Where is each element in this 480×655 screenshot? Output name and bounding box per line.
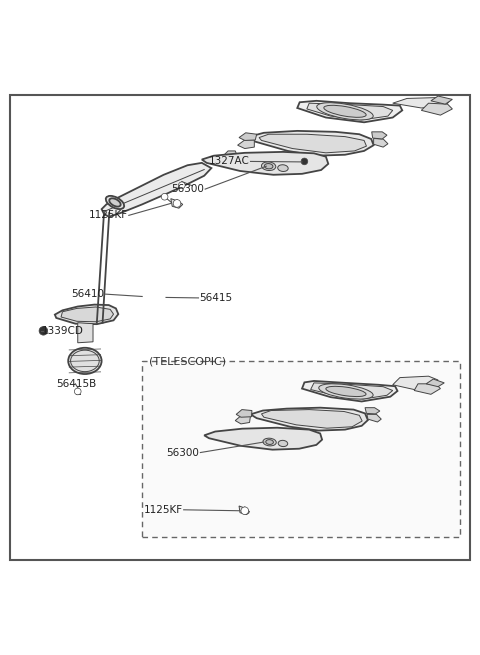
Text: 56410: 56410 bbox=[71, 289, 104, 299]
Text: (TELESCOPIC): (TELESCOPIC) bbox=[149, 356, 227, 367]
Circle shape bbox=[301, 158, 308, 165]
Polygon shape bbox=[307, 103, 393, 120]
Polygon shape bbox=[262, 409, 362, 428]
Polygon shape bbox=[259, 134, 366, 153]
Ellipse shape bbox=[262, 162, 276, 170]
Polygon shape bbox=[238, 140, 254, 149]
Polygon shape bbox=[202, 152, 328, 175]
Polygon shape bbox=[78, 323, 93, 343]
Polygon shape bbox=[102, 163, 211, 217]
Polygon shape bbox=[61, 307, 114, 322]
Polygon shape bbox=[55, 305, 118, 324]
Polygon shape bbox=[251, 407, 368, 430]
Circle shape bbox=[161, 193, 168, 200]
Circle shape bbox=[241, 507, 249, 515]
Polygon shape bbox=[431, 96, 452, 104]
Polygon shape bbox=[239, 506, 250, 515]
Polygon shape bbox=[250, 131, 373, 156]
Polygon shape bbox=[393, 98, 450, 108]
Ellipse shape bbox=[264, 164, 273, 169]
Text: 56300: 56300 bbox=[171, 184, 204, 194]
Text: 1339CD: 1339CD bbox=[42, 326, 84, 336]
Polygon shape bbox=[373, 138, 388, 147]
Text: 1327AC: 1327AC bbox=[209, 157, 250, 166]
Text: 1125KF: 1125KF bbox=[144, 505, 183, 515]
Polygon shape bbox=[235, 416, 251, 424]
Polygon shape bbox=[171, 198, 183, 208]
Polygon shape bbox=[204, 428, 322, 450]
Polygon shape bbox=[236, 409, 252, 417]
Text: 1125KF: 1125KF bbox=[89, 210, 128, 220]
Polygon shape bbox=[302, 381, 397, 402]
Ellipse shape bbox=[266, 440, 274, 445]
Polygon shape bbox=[297, 101, 402, 122]
Polygon shape bbox=[239, 133, 257, 140]
Ellipse shape bbox=[109, 198, 120, 206]
Polygon shape bbox=[223, 151, 238, 159]
Ellipse shape bbox=[317, 103, 373, 120]
Circle shape bbox=[173, 200, 181, 207]
Ellipse shape bbox=[319, 384, 373, 399]
Ellipse shape bbox=[326, 386, 366, 396]
Text: 56415: 56415 bbox=[199, 293, 233, 303]
Polygon shape bbox=[426, 379, 444, 386]
Ellipse shape bbox=[106, 196, 124, 209]
Polygon shape bbox=[421, 103, 452, 115]
Polygon shape bbox=[365, 407, 380, 414]
Polygon shape bbox=[367, 415, 381, 422]
Text: 56300: 56300 bbox=[167, 447, 199, 458]
Polygon shape bbox=[414, 384, 441, 394]
Circle shape bbox=[74, 388, 81, 395]
Ellipse shape bbox=[263, 438, 276, 446]
Circle shape bbox=[39, 327, 48, 335]
Polygon shape bbox=[311, 383, 393, 399]
Circle shape bbox=[179, 182, 185, 189]
FancyBboxPatch shape bbox=[142, 361, 459, 538]
Text: 56415B: 56415B bbox=[56, 379, 96, 389]
Ellipse shape bbox=[68, 348, 102, 374]
Polygon shape bbox=[227, 158, 241, 166]
Polygon shape bbox=[393, 376, 438, 390]
Polygon shape bbox=[372, 132, 387, 139]
Ellipse shape bbox=[278, 440, 288, 447]
Ellipse shape bbox=[324, 105, 366, 117]
Ellipse shape bbox=[278, 165, 288, 172]
